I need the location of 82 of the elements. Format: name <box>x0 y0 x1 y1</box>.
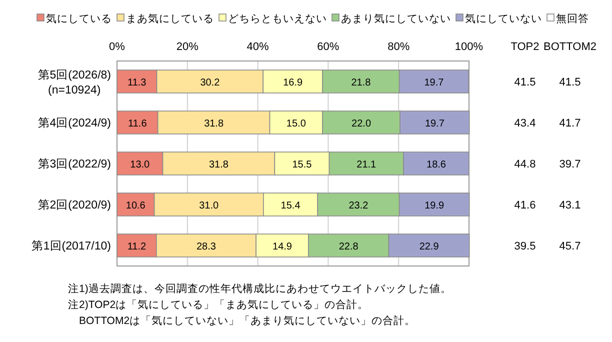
data-label: 30.2 <box>200 78 220 88</box>
data-label: 39.5 <box>514 240 536 252</box>
text: BOTTOM2は「気にしていない」「あまり気にしていない」の合計。 <box>68 314 416 327</box>
legend-label: どちらともいえない <box>228 13 327 25</box>
legend-label: まあ気にしている <box>126 13 214 25</box>
y-tick-label: 第3回(2022/9) <box>38 158 112 170</box>
legend-label: 気にしている <box>46 13 112 25</box>
data-label: 45.7 <box>559 240 581 252</box>
x-tick-label: 0% <box>109 41 126 53</box>
data-label: 43.1 <box>559 200 581 212</box>
y-tick-label: 第5回(2026/8) (n=10924) <box>38 68 112 96</box>
data-label: 39.7 <box>559 158 581 170</box>
data-label: 15.0 <box>286 118 306 130</box>
data-label: 11.6 <box>128 118 148 130</box>
data-label: 18.6 <box>426 160 446 170</box>
legend-label: 気にしていない <box>465 13 542 25</box>
data-label: 10.6 <box>126 200 146 212</box>
data-label: 16.9 <box>283 78 303 88</box>
y-tick-label: 第1回(2017/10) <box>31 240 112 252</box>
data-label: 41.7 <box>559 118 581 130</box>
data-label: 19.7 <box>424 78 444 88</box>
legend-label: あまり気にしていない <box>341 13 451 25</box>
bar <box>317 192 400 216</box>
bar <box>154 192 264 216</box>
y-tick-label: 第4回(2024/9) <box>38 116 112 130</box>
bar <box>116 234 157 258</box>
bar <box>156 70 264 94</box>
data-label: 41.5 <box>559 76 581 88</box>
bar <box>398 192 470 216</box>
bar <box>322 110 400 134</box>
data-label: 41.5 <box>514 76 536 88</box>
bar <box>162 152 276 176</box>
data-label: 11.3 <box>128 78 147 88</box>
bar <box>274 152 330 176</box>
bar <box>116 70 158 94</box>
data-label: 15.4 <box>280 200 301 212</box>
bar <box>388 234 470 258</box>
bar <box>156 234 256 258</box>
bar <box>308 234 390 258</box>
bar <box>263 192 318 216</box>
bar <box>116 192 155 216</box>
bar <box>398 70 470 94</box>
bar <box>262 70 323 94</box>
data-label: 19.7 <box>424 118 445 130</box>
bar <box>403 152 470 176</box>
x-tick-label: 60% <box>317 41 340 53</box>
data-label: 15.5 <box>292 160 312 170</box>
category-label: BOTTOM2 <box>544 41 596 53</box>
data-label: 44.8 <box>514 158 536 170</box>
x-tick-label: 100% <box>454 41 484 53</box>
bar <box>116 152 164 176</box>
data-label: 31.0 <box>199 200 220 212</box>
x-tick-label: 80% <box>388 41 410 53</box>
data-label: 21.1 <box>356 160 377 170</box>
data-label: 31.8 <box>208 160 229 170</box>
data-label: 41.6 <box>514 200 536 212</box>
data-label: 14.9 <box>272 242 292 252</box>
data-label: 13.0 <box>130 160 150 170</box>
data-label: 31.8 <box>204 118 224 130</box>
data-label: 22.0 <box>352 118 372 130</box>
data-label: 11.2 <box>127 242 147 252</box>
data-label: 21.8 <box>351 78 372 88</box>
text: 注1)過去調査は、今回調査の性年代構成比にあわせてウエイトバックした値。 <box>68 282 452 295</box>
data-label: 43.4 <box>514 118 536 130</box>
y-tick-label: 第2回(2020/9) <box>38 198 112 212</box>
legend-label: 無回答 <box>556 13 589 25</box>
bar <box>400 110 470 134</box>
bar <box>256 234 309 258</box>
bar <box>322 70 400 94</box>
data-label: 22.8 <box>338 242 359 252</box>
data-label: 22.9 <box>419 242 440 252</box>
category-label: TOP2 <box>510 41 540 53</box>
data-label: 23.2 <box>348 200 369 212</box>
x-tick-label: 40% <box>246 41 270 53</box>
data-label: 19.9 <box>424 200 444 212</box>
bar <box>269 110 323 134</box>
x-tick-label: 20% <box>176 41 199 53</box>
data-label: 28.3 <box>196 242 216 252</box>
bar <box>328 152 404 176</box>
text: 注2)TOP2は「気にしている」「まあ気にしている」の合計。 <box>68 298 369 311</box>
bar <box>116 110 158 134</box>
bar <box>157 110 270 134</box>
